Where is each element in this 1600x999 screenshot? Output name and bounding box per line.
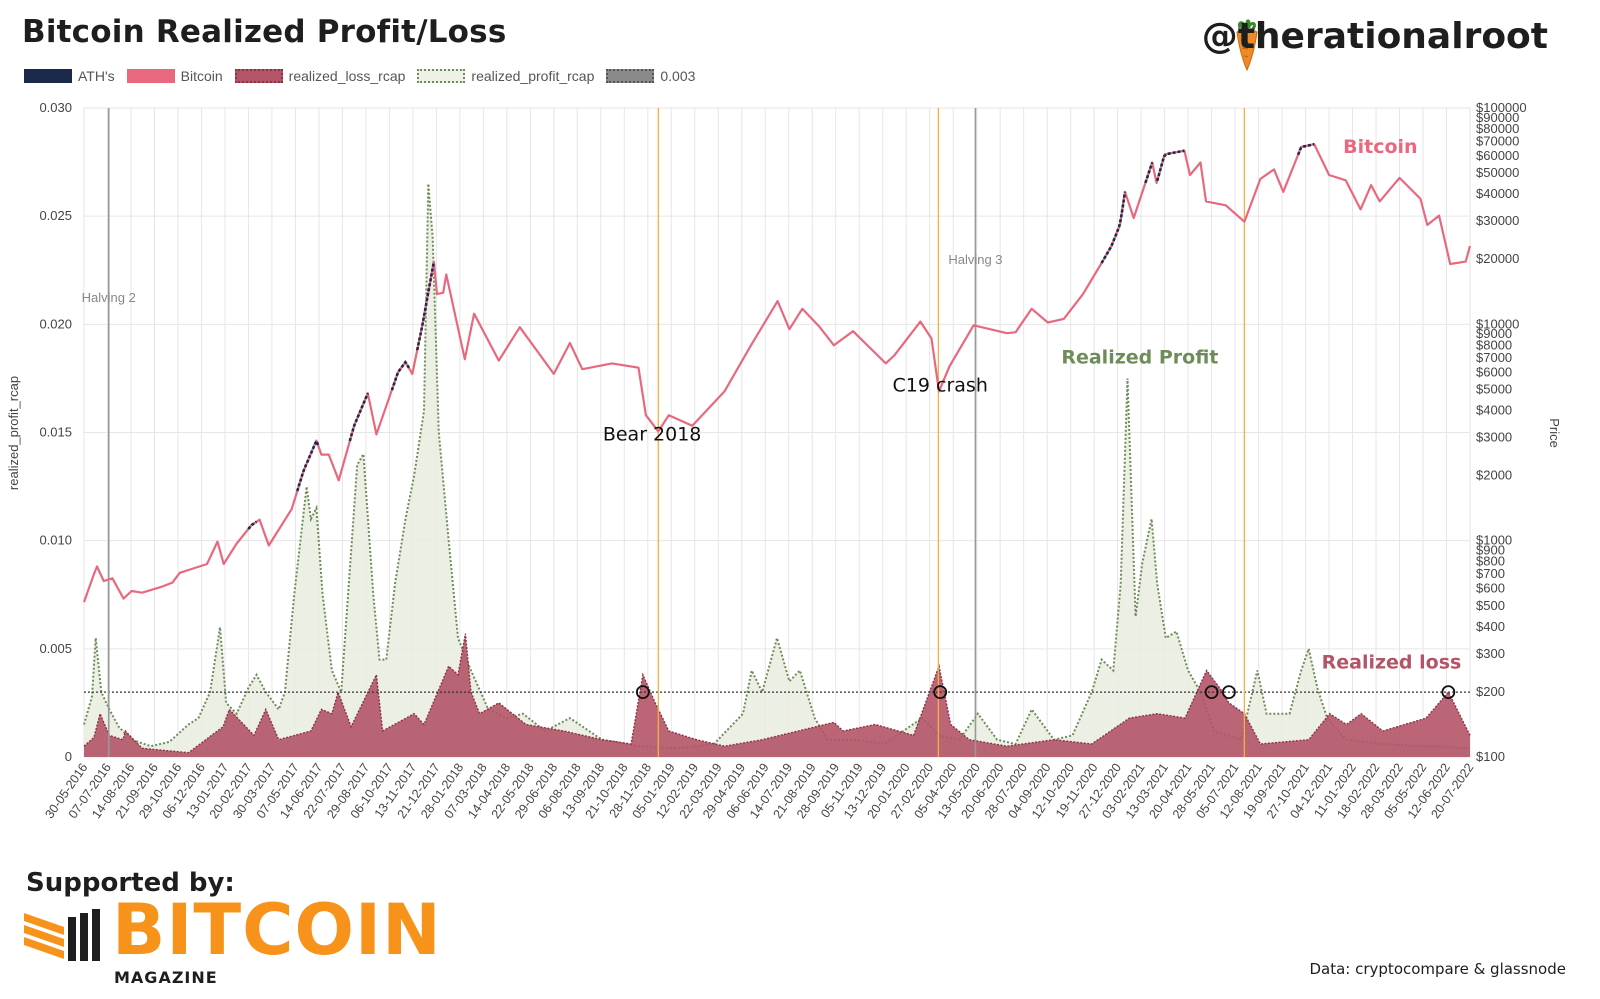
legend-swatch-profit	[417, 69, 466, 83]
y-left-tick-label: 0.025	[39, 208, 72, 223]
chart-title: Bitcoin Realized Profit/Loss	[22, 14, 507, 50]
y-left-tick-label: 0.020	[39, 316, 72, 331]
legend-item-threshold[interactable]: 0.003	[606, 68, 695, 84]
chart-legend: ATH's Bitcoin realized_loss_rcap realize…	[24, 68, 707, 84]
ath-segment	[348, 392, 369, 442]
chart-annotation: Bear 2018	[603, 424, 702, 446]
y-right-tick-label: $300	[1476, 646, 1505, 661]
y-right-tick-label: $900	[1476, 543, 1505, 558]
y-right-tick-label: $7000	[1476, 350, 1512, 365]
legend-item-bitcoin[interactable]: Bitcoin	[126, 68, 223, 84]
y-right-tick-label: $3000	[1476, 429, 1512, 444]
halving-label: Halving 2	[82, 290, 136, 305]
threshold-cross-marker	[1204, 685, 1219, 699]
threshold-cross-marker	[1222, 685, 1236, 699]
legend-item-loss[interactable]: realized_loss_rcap	[234, 68, 406, 84]
y-left-tick-label: 0.005	[39, 641, 72, 656]
legend-label-ath: ATH's	[78, 68, 115, 84]
y-right-tick-label: $2000	[1476, 468, 1512, 483]
legend-item-profit[interactable]: realized_profit_rcap	[417, 68, 594, 84]
chart-annotation: Realized Profit	[1061, 346, 1218, 368]
legend-label-threshold: 0.003	[660, 68, 696, 84]
y-right-axis-label: Price	[1547, 418, 1562, 448]
y-right-tick-label: $5000	[1476, 381, 1512, 396]
data-source: Data: cryptocompare & glassnode	[1309, 960, 1566, 978]
bitcoin-price-line	[82, 143, 1472, 603]
y-right-tick-label: $60000	[1476, 148, 1519, 163]
loss-line	[83, 633, 1471, 754]
chart-annotation: C19 crash	[893, 374, 988, 396]
logo-subtitle: MAGAZINE	[114, 968, 218, 987]
bitcoin-magazine-mark	[24, 909, 100, 961]
ath-segment	[1296, 142, 1315, 156]
y-right-tick-label: $40000	[1476, 186, 1519, 201]
ath-segment	[1144, 162, 1154, 184]
chart-annotation: Realized loss	[1322, 651, 1462, 673]
y-right-tick-label: $500	[1476, 598, 1505, 613]
ath-segment	[247, 520, 258, 530]
y-left-tick-label: 0	[65, 749, 72, 764]
y-right-tick-label: $100	[1476, 749, 1505, 764]
y-right-tick-label: $6000	[1476, 364, 1512, 379]
halving-label: Halving 3	[948, 252, 1002, 267]
threshold-cross-marker	[933, 685, 948, 699]
y-right-tick-label: $200	[1476, 684, 1505, 699]
bitcoin-magazine-logo	[24, 909, 100, 961]
y-left-tick-label: 0.030	[39, 100, 72, 115]
y-right-tick-label: $20000	[1476, 251, 1519, 266]
chart-canvas: 30-05-201607-07-201614-08-201621-09-2016…	[6, 100, 1562, 821]
legend-swatch-loss	[234, 69, 283, 83]
y-right-tick-label: $10000	[1476, 316, 1519, 331]
legend-item-ath[interactable]: ATH's	[24, 68, 115, 84]
y-right-tick-label: $1000	[1476, 533, 1512, 548]
ath-segment	[296, 437, 320, 492]
y-right-tick-label: $800	[1476, 554, 1505, 569]
chart-annotation: Bitcoin	[1343, 136, 1417, 158]
legend-label-bitcoin: Bitcoin	[180, 68, 223, 84]
profit-area	[84, 183, 1470, 757]
y-right-tick-label: $4000	[1476, 402, 1512, 417]
legend-label-profit: realized_profit_rcap	[471, 68, 595, 84]
y-right-tick-label: $50000	[1476, 165, 1519, 180]
y-right-tick-label: $100000	[1476, 100, 1527, 115]
legend-swatch-threshold	[606, 69, 655, 83]
legend-swatch-bitcoin	[126, 69, 175, 83]
logo-wordmark: BITCOIN	[112, 889, 442, 971]
y-right-tick-label: $9000	[1476, 326, 1512, 341]
y-left-axis-label: realized_profit_rcap	[6, 376, 21, 490]
loss-area	[84, 633, 1470, 757]
y-right-tick-label: $30000	[1476, 213, 1519, 228]
y-right-tick-label: $8000	[1476, 337, 1512, 352]
ath-segment	[1155, 149, 1185, 182]
supported-by-label: Supported by:	[26, 868, 235, 898]
legend-label-loss: realized_loss_rcap	[288, 68, 406, 84]
y-right-tick-label: $600	[1476, 581, 1505, 596]
y-right-tick-label: $400	[1476, 619, 1505, 634]
profit-line	[83, 183, 1471, 750]
y-right-tick-label: $700	[1476, 566, 1505, 581]
threshold-cross-marker	[1441, 685, 1456, 699]
y-left-tick-label: 0.015	[39, 425, 72, 440]
ath-segment	[1100, 191, 1127, 264]
author-handle: @therationalroot	[1201, 16, 1548, 57]
carrot-icon	[1236, 19, 1258, 72]
y-right-tick-label: $80000	[1476, 121, 1519, 136]
y-right-tick-label: $90000	[1476, 110, 1519, 125]
y-right-tick-label: $70000	[1476, 134, 1519, 149]
y-left-tick-label: 0.010	[39, 533, 72, 548]
threshold-cross-marker	[635, 685, 650, 699]
legend-swatch-ath	[24, 69, 72, 83]
